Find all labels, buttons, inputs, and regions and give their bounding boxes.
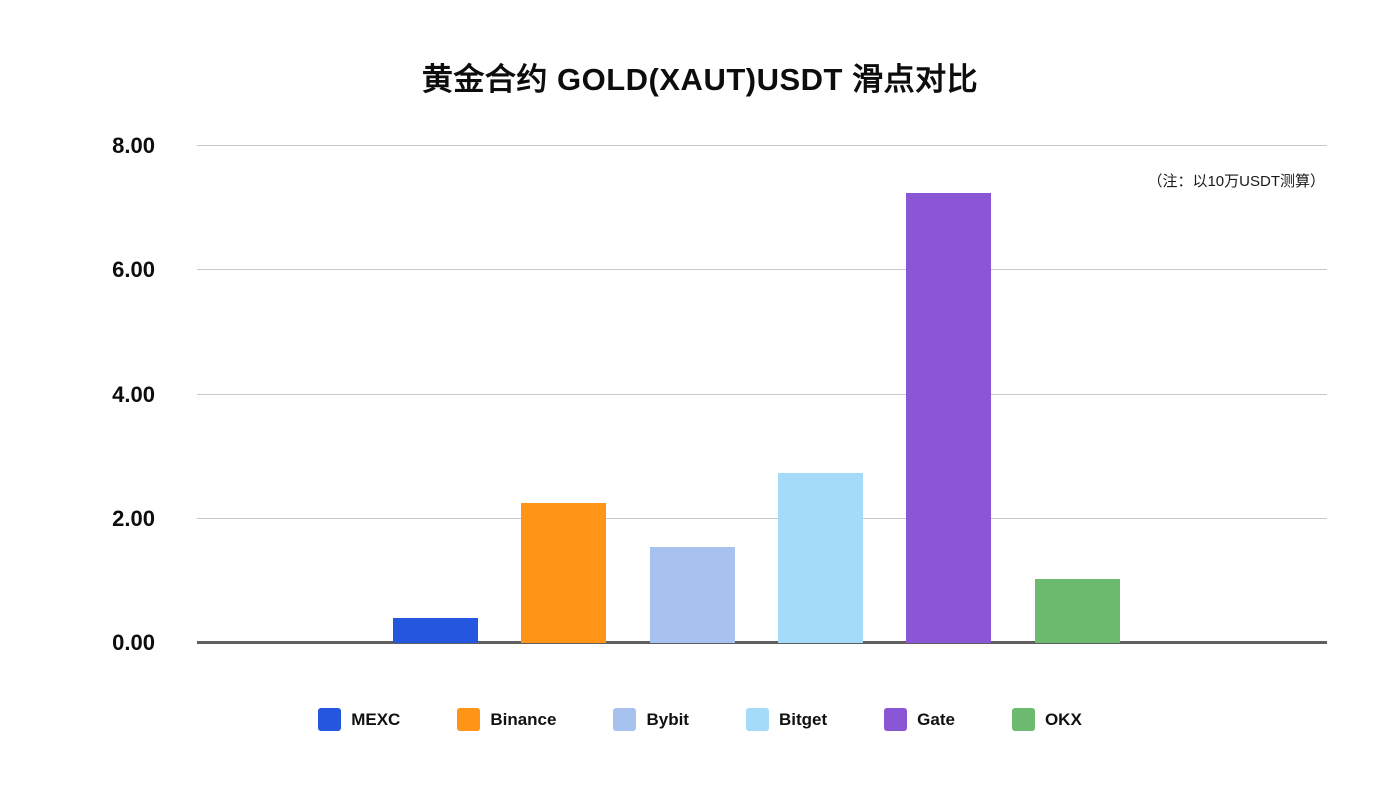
- y-axis-tick-label: 2.00: [112, 505, 155, 531]
- bar-mexc: [393, 618, 478, 643]
- legend-swatch-bybit: [613, 708, 637, 731]
- legend-item-mexc: MEXC: [318, 708, 400, 731]
- legend-label-binance: Binance: [490, 709, 557, 729]
- legend-swatch-bitget: [745, 708, 769, 731]
- legend-swatch-okx: [1011, 708, 1035, 731]
- annotation-note: （注：以10万USDT测算）: [1147, 173, 1325, 190]
- gridline: [197, 517, 1327, 519]
- bar-okx: [1034, 579, 1120, 643]
- gridline: [197, 269, 1327, 271]
- chart-title: 黄金合约 GOLD(XAUT)USDT 滑点对比: [421, 62, 979, 97]
- legend: MEXC Binance Bybit Bitget Gate OKX: [0, 708, 1400, 731]
- legend-swatch-gate: [884, 708, 908, 731]
- legend-label-bybit: Bybit: [646, 709, 689, 729]
- y-axis-tick-label: 8.00: [112, 133, 155, 158]
- gridline: [197, 145, 1327, 146]
- y-axis-tick-label: 0.00: [112, 630, 155, 655]
- bar-bitget: [777, 473, 863, 643]
- legend-item-binance: Binance: [457, 708, 556, 731]
- bar-gate: [906, 192, 992, 643]
- legend-label-bitget: Bitget: [778, 709, 828, 729]
- legend-item-okx: OKX: [1011, 708, 1082, 731]
- legend-swatch-mexc: [318, 708, 342, 731]
- x-axis-line: [197, 641, 1327, 644]
- legend-label-mexc: MEXC: [351, 709, 401, 729]
- legend-item-bitget: Bitget: [745, 708, 828, 731]
- bar-bybit: [649, 546, 735, 643]
- legend-item-bybit: Bybit: [613, 708, 689, 731]
- gridline: [197, 393, 1327, 395]
- legend-label-okx: OKX: [1044, 709, 1082, 729]
- legend-item-gate: Gate: [884, 708, 955, 731]
- plot-area: （注：以10万USDT测算） 0.00 2.00 4.00 6.00 8.00: [112, 135, 1327, 654]
- legend-swatch-binance: [457, 708, 481, 731]
- y-axis-tick-label: 6.00: [112, 257, 155, 283]
- bar-binance: [521, 503, 607, 643]
- y-axis-tick-label: 4.00: [112, 381, 155, 407]
- legend-label-gate: Gate: [917, 709, 955, 729]
